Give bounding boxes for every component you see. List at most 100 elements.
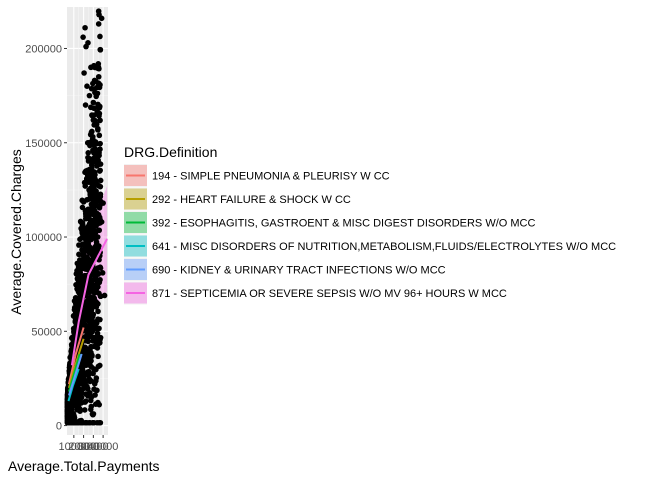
data-point [96, 419, 102, 426]
data-point [92, 176, 98, 182]
data-point [91, 207, 98, 214]
data-point [84, 83, 90, 89]
data-point [79, 197, 85, 204]
x-tick-label: 20000 [68, 441, 99, 453]
data-point [90, 117, 97, 123]
data-point [90, 411, 96, 418]
data-point [93, 286, 100, 292]
data-point [98, 15, 105, 22]
data-point [85, 393, 91, 399]
data-point [90, 99, 97, 106]
trend-line [67, 353, 81, 392]
data-point [92, 215, 99, 221]
x-axis-title: Average.Total.Payments [8, 458, 160, 474]
data-point [79, 234, 85, 241]
data-point [84, 258, 91, 264]
data-point [84, 383, 90, 390]
x-tick-label: 10000 [59, 441, 90, 453]
data-point [75, 288, 82, 295]
y-axis-ticks: 0 50000 100000 150000 200000 [25, 43, 67, 433]
data-point [78, 417, 85, 424]
data-point [98, 219, 105, 225]
data-point [83, 43, 89, 50]
legend-label: 641 - MISC DISORDERS OF NUTRITION,METABO… [152, 241, 616, 253]
trend-lines [67, 238, 108, 402]
data-point [75, 380, 82, 386]
data-point [88, 64, 94, 71]
data-point [94, 234, 101, 240]
data-point [65, 398, 72, 405]
data-point [74, 303, 81, 309]
data-point [78, 389, 85, 395]
data-point [92, 392, 98, 398]
data-point [79, 247, 85, 253]
data-point [85, 223, 92, 229]
data-point [86, 92, 93, 99]
data-point [96, 132, 103, 139]
data-point [89, 133, 96, 140]
data-point [77, 218, 84, 225]
data-point [88, 248, 95, 255]
trend-line [67, 338, 85, 389]
data-point [96, 84, 103, 91]
data-point [68, 346, 75, 353]
trend-line [67, 327, 85, 385]
data-point [79, 319, 85, 326]
x-tick-label: 30000 [78, 441, 109, 453]
data-point [79, 265, 85, 272]
data-point [91, 419, 97, 426]
y-axis-title: Average.Covered.Charges [8, 149, 24, 315]
y-tick-label: 100000 [25, 232, 62, 244]
data-point [93, 140, 99, 147]
data-point [80, 355, 86, 362]
data-point [85, 326, 92, 332]
data-point [101, 292, 108, 299]
data-point [84, 172, 91, 179]
data-point [69, 334, 76, 341]
y-tick-label: 0 [56, 421, 62, 433]
data-point [81, 407, 88, 413]
data-point [95, 353, 101, 360]
data-point [86, 296, 92, 302]
legend-label: 392 - ESOPHAGITIS, GASTROENT & MISC DIGE… [152, 218, 535, 230]
data-point [85, 207, 92, 213]
data-point [95, 363, 102, 370]
legend-title: DRG.Definition [124, 144, 217, 160]
data-point [85, 372, 91, 378]
data-point [83, 265, 90, 272]
data-point [97, 161, 103, 167]
data-point [87, 419, 93, 426]
legend-label: 194 - SIMPLE PNEUMONIA & PLEURISY W CC [152, 171, 390, 183]
data-point [88, 178, 94, 185]
data-point [80, 360, 87, 367]
data-point [88, 195, 95, 201]
data-point [91, 169, 98, 175]
data-point [88, 406, 94, 413]
data-point [90, 147, 96, 154]
data-point [96, 104, 103, 111]
data-point [76, 242, 82, 248]
legend-label: 871 - SEPTICEMIA OR SEVERE SEPSIS W/O MV… [152, 288, 507, 300]
data-point [92, 401, 99, 407]
data-point [91, 155, 98, 161]
data-point [90, 326, 97, 333]
data-point [96, 325, 102, 332]
y-tick-label: 50000 [31, 326, 62, 338]
data-point [92, 298, 99, 305]
data-point [97, 117, 103, 124]
data-point [97, 146, 103, 153]
data-point [92, 89, 98, 96]
data-point [88, 232, 95, 239]
data-point [95, 21, 102, 27]
data-point [91, 386, 97, 392]
legend-label: 292 - HEART FAILURE & SHOCK W CC [152, 194, 351, 206]
data-point [80, 309, 87, 316]
data-point [82, 336, 89, 343]
data-point [82, 242, 88, 249]
data-point [93, 202, 100, 208]
data-point [85, 150, 92, 156]
y-tick-label: 200000 [25, 43, 62, 55]
data-point [93, 239, 100, 245]
data-point [66, 413, 72, 420]
